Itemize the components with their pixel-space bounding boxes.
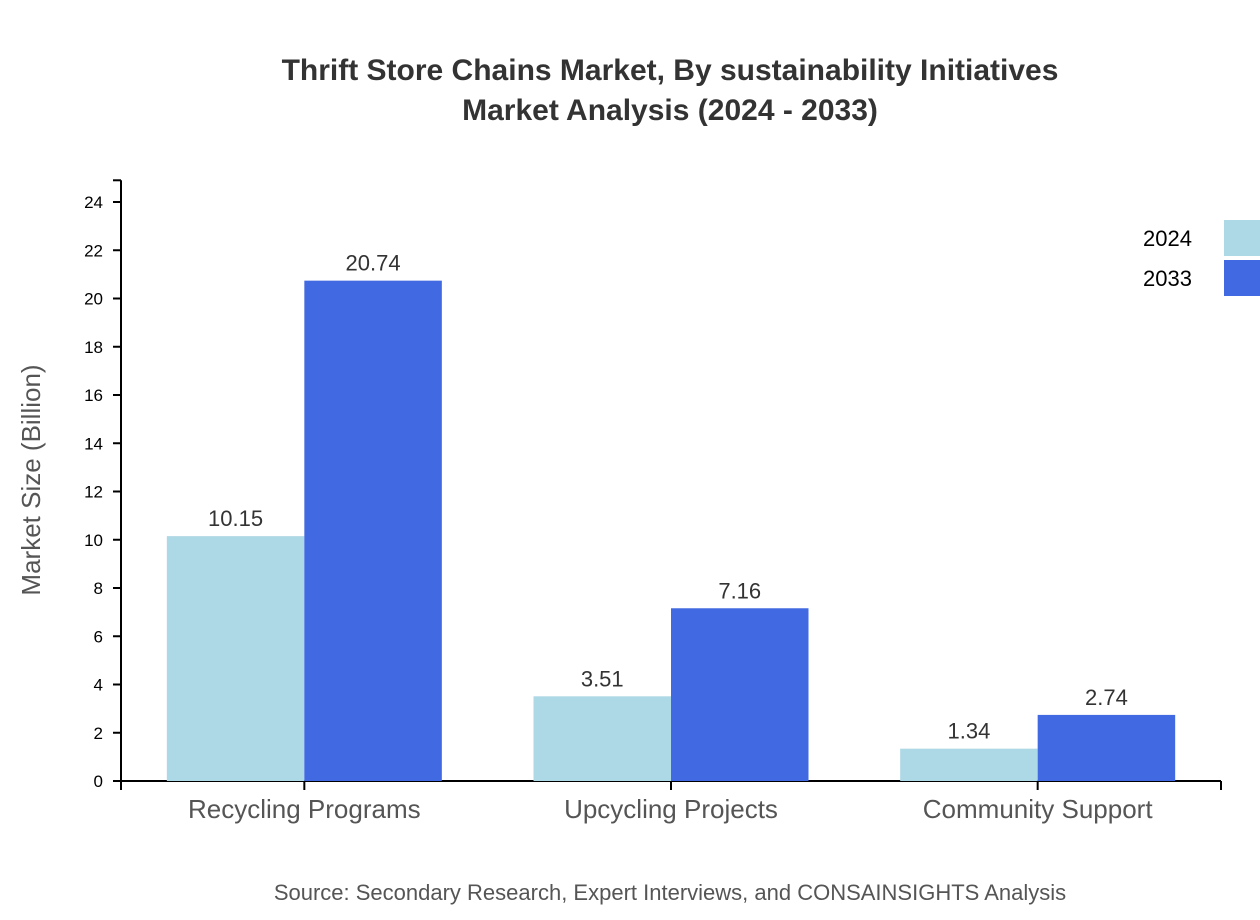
bar-2024 xyxy=(533,696,671,781)
y-tick-label: 12 xyxy=(84,483,103,502)
data-label: 20.74 xyxy=(346,251,401,276)
bars: 10.15 20.74 3.51 7.16 1.34 2.74 xyxy=(166,251,1176,781)
x-tick-label: Recycling Programs xyxy=(188,794,421,824)
bar-2033 xyxy=(1037,714,1176,781)
y-tick-label: 6 xyxy=(94,627,103,646)
y-tick-label: 10 xyxy=(84,531,103,550)
y-tick-label: 4 xyxy=(94,676,103,695)
y-tick-label: 20 xyxy=(84,290,103,309)
chart-title: Thrift Store Chains Market, By sustainab… xyxy=(282,54,1059,87)
y-tick-label: 18 xyxy=(84,338,103,357)
legend-swatch-2033 xyxy=(1224,260,1260,296)
data-label: 1.34 xyxy=(948,719,991,744)
y-tick-label: 24 xyxy=(84,193,103,212)
y-tick-label: 14 xyxy=(84,434,103,453)
y-tick-label: 2 xyxy=(94,724,103,743)
data-label: 10.15 xyxy=(208,506,263,531)
legend-swatch-2024 xyxy=(1224,220,1260,256)
legend-label: 2033 xyxy=(1143,266,1192,291)
bar-2033 xyxy=(671,608,809,781)
bar-2024 xyxy=(166,536,305,781)
legend-label: 2024 xyxy=(1143,226,1192,251)
chart-subtitle: Market Analysis (2024 - 2033) xyxy=(462,94,878,127)
y-axis-label: Market Size (Billion) xyxy=(16,364,46,595)
y-tick-label: 16 xyxy=(84,386,103,405)
data-label: 3.51 xyxy=(581,666,624,691)
legend: 2024 2033 xyxy=(1143,220,1260,296)
bar-2033 xyxy=(304,280,442,781)
y-tick-label: 22 xyxy=(84,241,103,260)
y-tick-label: 0 xyxy=(94,772,103,791)
x-tick-label: Community Support xyxy=(923,794,1154,824)
y-tick-label: 8 xyxy=(94,579,103,598)
source-note: Source: Secondary Research, Expert Inter… xyxy=(274,880,1066,905)
data-label: 7.16 xyxy=(718,578,761,603)
data-label: 2.74 xyxy=(1085,685,1128,710)
bar-2024 xyxy=(900,748,1038,781)
x-tick-label: Upcycling Projects xyxy=(564,794,778,824)
